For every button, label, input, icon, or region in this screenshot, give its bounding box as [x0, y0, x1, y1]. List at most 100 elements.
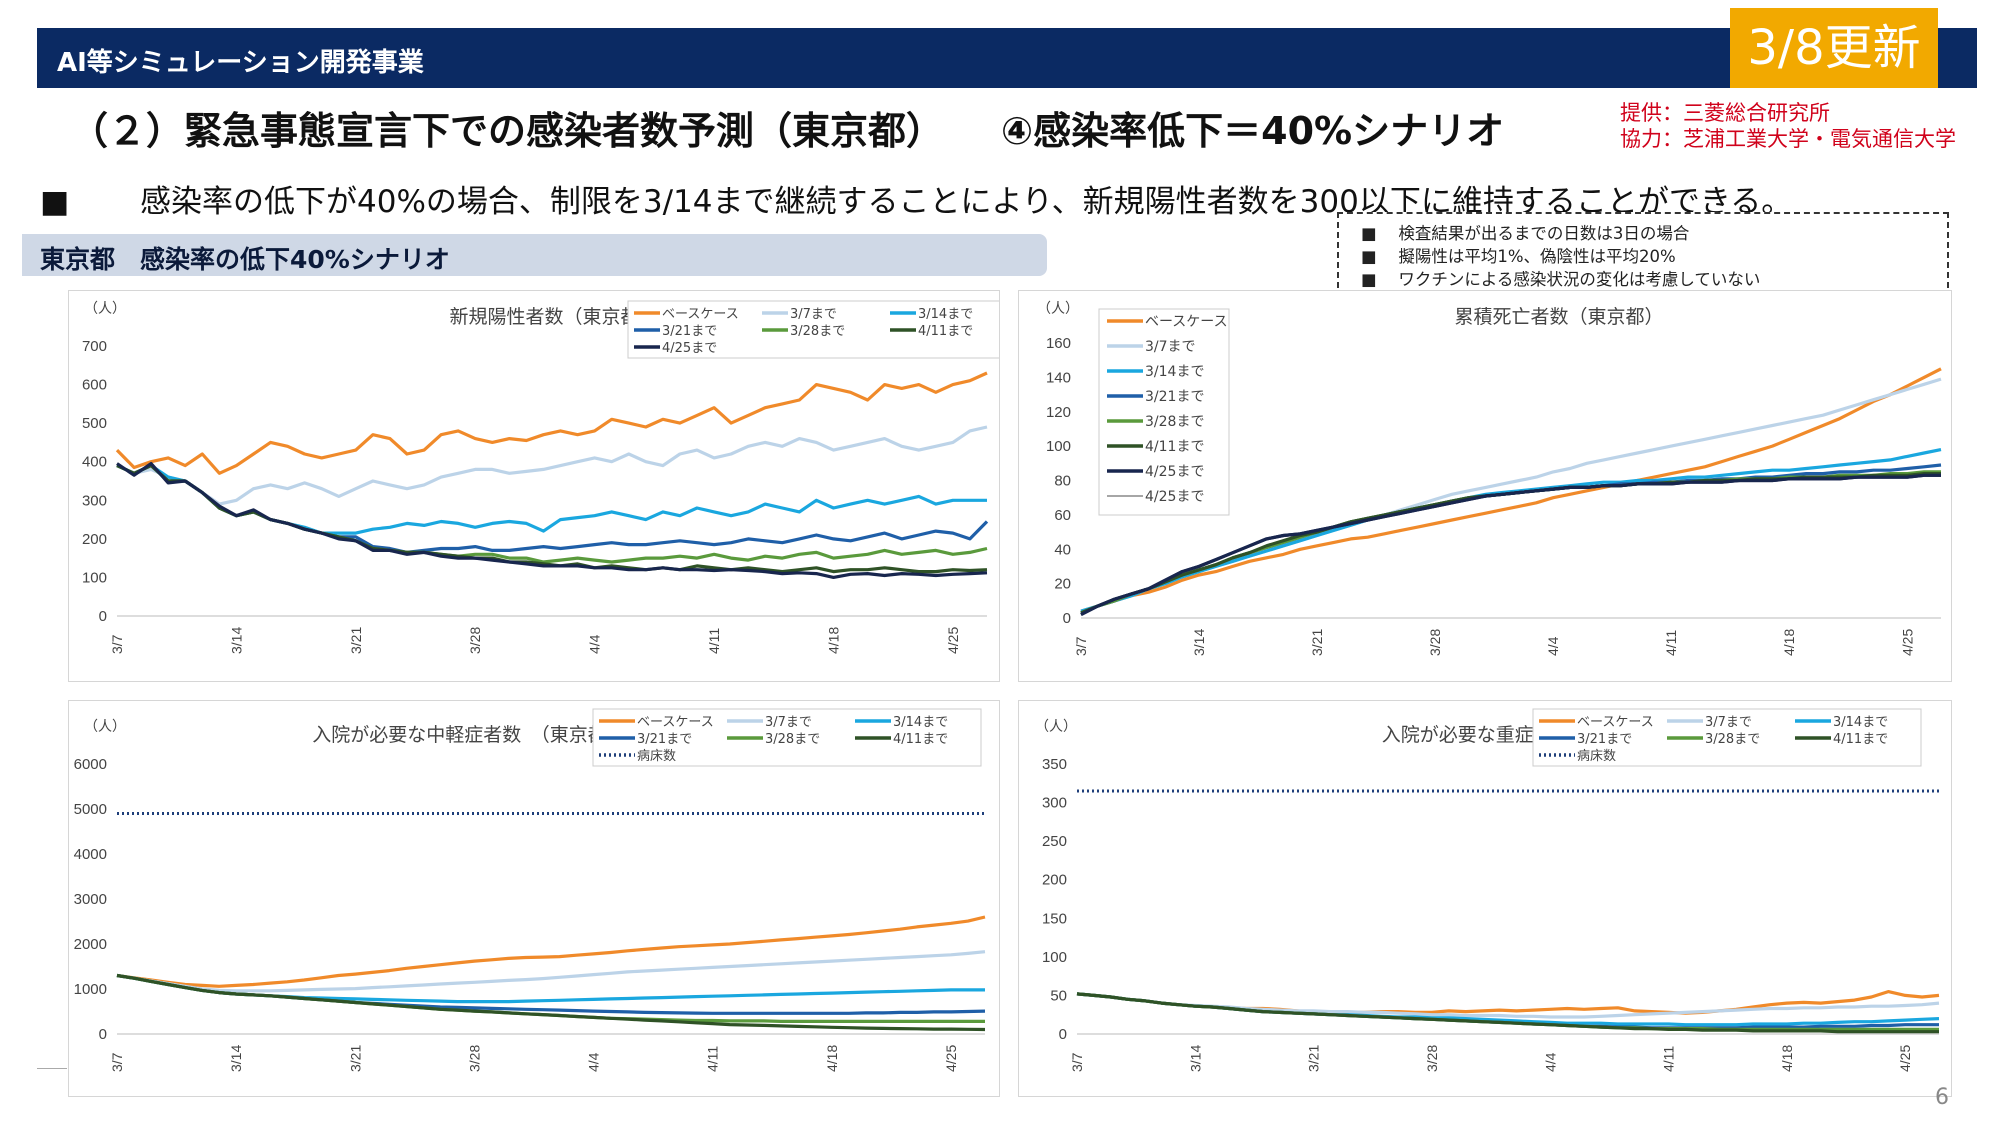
y-tick-label: 500	[82, 415, 107, 432]
series-line	[1080, 448, 1942, 613]
credits: 提供：三菱総合研究所 協力：芝浦工業大学・電気通信大学	[1620, 100, 1956, 152]
legend-label: 3/7まで	[765, 715, 812, 730]
x-tick-label: 4/4	[1545, 636, 1561, 656]
series-line	[116, 950, 986, 993]
legend-label: 3/14まで	[1145, 364, 1204, 380]
series-line	[116, 973, 986, 1032]
legend-label: 4/11まで	[893, 732, 948, 747]
x-tick-label: 3/21	[348, 627, 364, 654]
series-line	[115, 371, 988, 475]
series-line	[116, 464, 987, 535]
y-tick-label: 0	[99, 1026, 107, 1043]
y-tick-label: 400	[82, 454, 107, 471]
y-axis-unit: （人）	[84, 300, 126, 316]
chart-severe-inpatients: （人） 入院が必要な重症者数 （東京都） 0 50 100 150 200 250 300 350…	[1018, 700, 1952, 1097]
legend-label: 病床数	[637, 749, 676, 764]
y-axis-unit: （人）	[1035, 718, 1077, 734]
series-line	[1076, 992, 1939, 1034]
y-tick-label: 200	[1042, 872, 1067, 889]
y-tick-label: 150	[1042, 910, 1067, 927]
legend-label: ベースケース	[662, 307, 739, 322]
x-tick-label: 3/14	[228, 1045, 244, 1072]
chart-title: 入院が必要な中軽症者数 （東京都）	[312, 724, 626, 746]
y-tick-label: 0	[1063, 610, 1071, 627]
chart-new-positives: （人） 新規陽性者数（東京都） 0 100 200 300 400 500 600 700 3/7 3…	[68, 290, 1000, 682]
series-line	[116, 425, 988, 506]
x-tick-label: 3/28	[466, 1045, 482, 1072]
y-tick-label: 100	[82, 569, 107, 586]
series-line	[1076, 990, 1940, 1015]
note-item: ■ 擬陽性は平均1%、偽陰性は平均20%	[1361, 247, 1676, 266]
legend-label: 4/11まで	[1145, 439, 1204, 455]
y-tick-label: 700	[82, 338, 107, 355]
x-tick-label: 4/25	[1897, 1045, 1913, 1072]
x-tick-label: 4/11	[1661, 1046, 1677, 1072]
legend-box	[592, 708, 982, 767]
y-tick-label: 20	[1054, 576, 1071, 593]
y-tick-label: 200	[82, 531, 107, 548]
x-tick-label: 3/28	[1427, 629, 1443, 656]
chart-svg: （人） 累積死亡者数（東京都） 0 20 40 60 80 100 120 140 160 3/7 3/…	[1037, 300, 1942, 656]
x-tick-label: 4/11	[706, 628, 722, 654]
legend-label: 3/14まで	[1833, 715, 1888, 730]
x-tick-label: 4/25	[943, 1045, 959, 1072]
y-tick-label: 5000	[74, 801, 107, 818]
y-tick-label: 0	[99, 608, 107, 625]
y-tick-label: 0	[1059, 1026, 1067, 1043]
legend-label: ベースケース	[1577, 715, 1654, 730]
x-tick-label: 3/21	[347, 1045, 363, 1072]
legend-label: 3/21まで	[637, 732, 692, 747]
x-tick-label: 4/11	[1663, 630, 1679, 656]
legend-label: 4/11まで	[1833, 732, 1888, 747]
y-tick-label: 140	[1046, 369, 1071, 386]
x-tick-label: 4/4	[1542, 1052, 1558, 1072]
chart-svg: （人） 入院が必要な重症者数 （東京都）050100150200250300350…	[1035, 708, 1940, 1072]
y-tick-label: 80	[1054, 473, 1071, 490]
series-line	[116, 464, 989, 554]
y-tick-label: 50	[1050, 987, 1067, 1004]
x-tick-label: 3/14	[1187, 1045, 1203, 1072]
x-tick-label: 3/7	[109, 1052, 125, 1072]
x-tick-label: 4/25	[1899, 629, 1915, 656]
legend-box	[1532, 708, 1922, 767]
x-tick-label: 4/18	[825, 627, 841, 654]
y-tick-label: 160	[1046, 335, 1071, 352]
legend-label: 3/21まで	[1145, 389, 1204, 405]
y-tick-label: 100	[1046, 438, 1071, 455]
legend-label: 3/7まで	[1145, 339, 1196, 355]
y-axis-unit: （人）	[1037, 300, 1079, 316]
y-tick-label: 600	[82, 377, 107, 394]
x-tick-label: 3/14	[228, 627, 244, 654]
credit-provider: 提供：三菱総合研究所	[1620, 101, 1830, 125]
page-number: 6	[1935, 1085, 1949, 1110]
footer-divider	[37, 1068, 67, 1069]
y-axis-unit: （人）	[84, 718, 126, 734]
y-tick-label: 300	[82, 492, 107, 509]
section-subtitle-bar: 東京都 感染率の低下40%シナリオ	[22, 234, 1047, 276]
legend-label: ベースケース	[1145, 314, 1228, 330]
note-item: ■ ワクチンによる感染状況の変化は考慮していない	[1361, 270, 1761, 289]
chart-svg: （人） 入院が必要な中軽症者数 （東京都） 0 1000 2000 3000 4000 500…	[74, 708, 986, 1072]
series-line	[116, 462, 988, 579]
y-tick-label: 60	[1054, 507, 1071, 524]
legend-label: 3/28まで	[1145, 414, 1204, 430]
y-tick-label: 2000	[74, 936, 107, 953]
y-tick-label: 350	[1042, 756, 1067, 773]
section-subtitle: 東京都 感染率の低下40%シナリオ	[40, 245, 450, 274]
x-tick-label: 4/25	[945, 627, 961, 654]
y-tick-label: 6000	[74, 756, 107, 773]
x-tick-label: 3/7	[1069, 1052, 1085, 1072]
credit-cooperation: 協力：芝浦工業大学・電気通信大学	[1620, 127, 1956, 151]
y-tick-label: 40	[1054, 541, 1071, 558]
x-tick-label: 3/7	[1073, 636, 1089, 656]
legend-label: 3/28まで	[765, 732, 820, 747]
legend-label: 3/7まで	[1705, 715, 1752, 730]
x-tick-label: 4/18	[1781, 629, 1797, 656]
update-badge: 3/8更新	[1730, 8, 1938, 88]
x-tick-label: 4/18	[824, 1045, 840, 1072]
x-tick-label: 4/4	[586, 1052, 602, 1072]
y-tick-label: 120	[1046, 404, 1071, 421]
x-tick-label: 3/14	[1191, 629, 1207, 656]
legend-label: 3/14まで	[893, 715, 948, 730]
y-tick-label: 300	[1042, 795, 1067, 812]
